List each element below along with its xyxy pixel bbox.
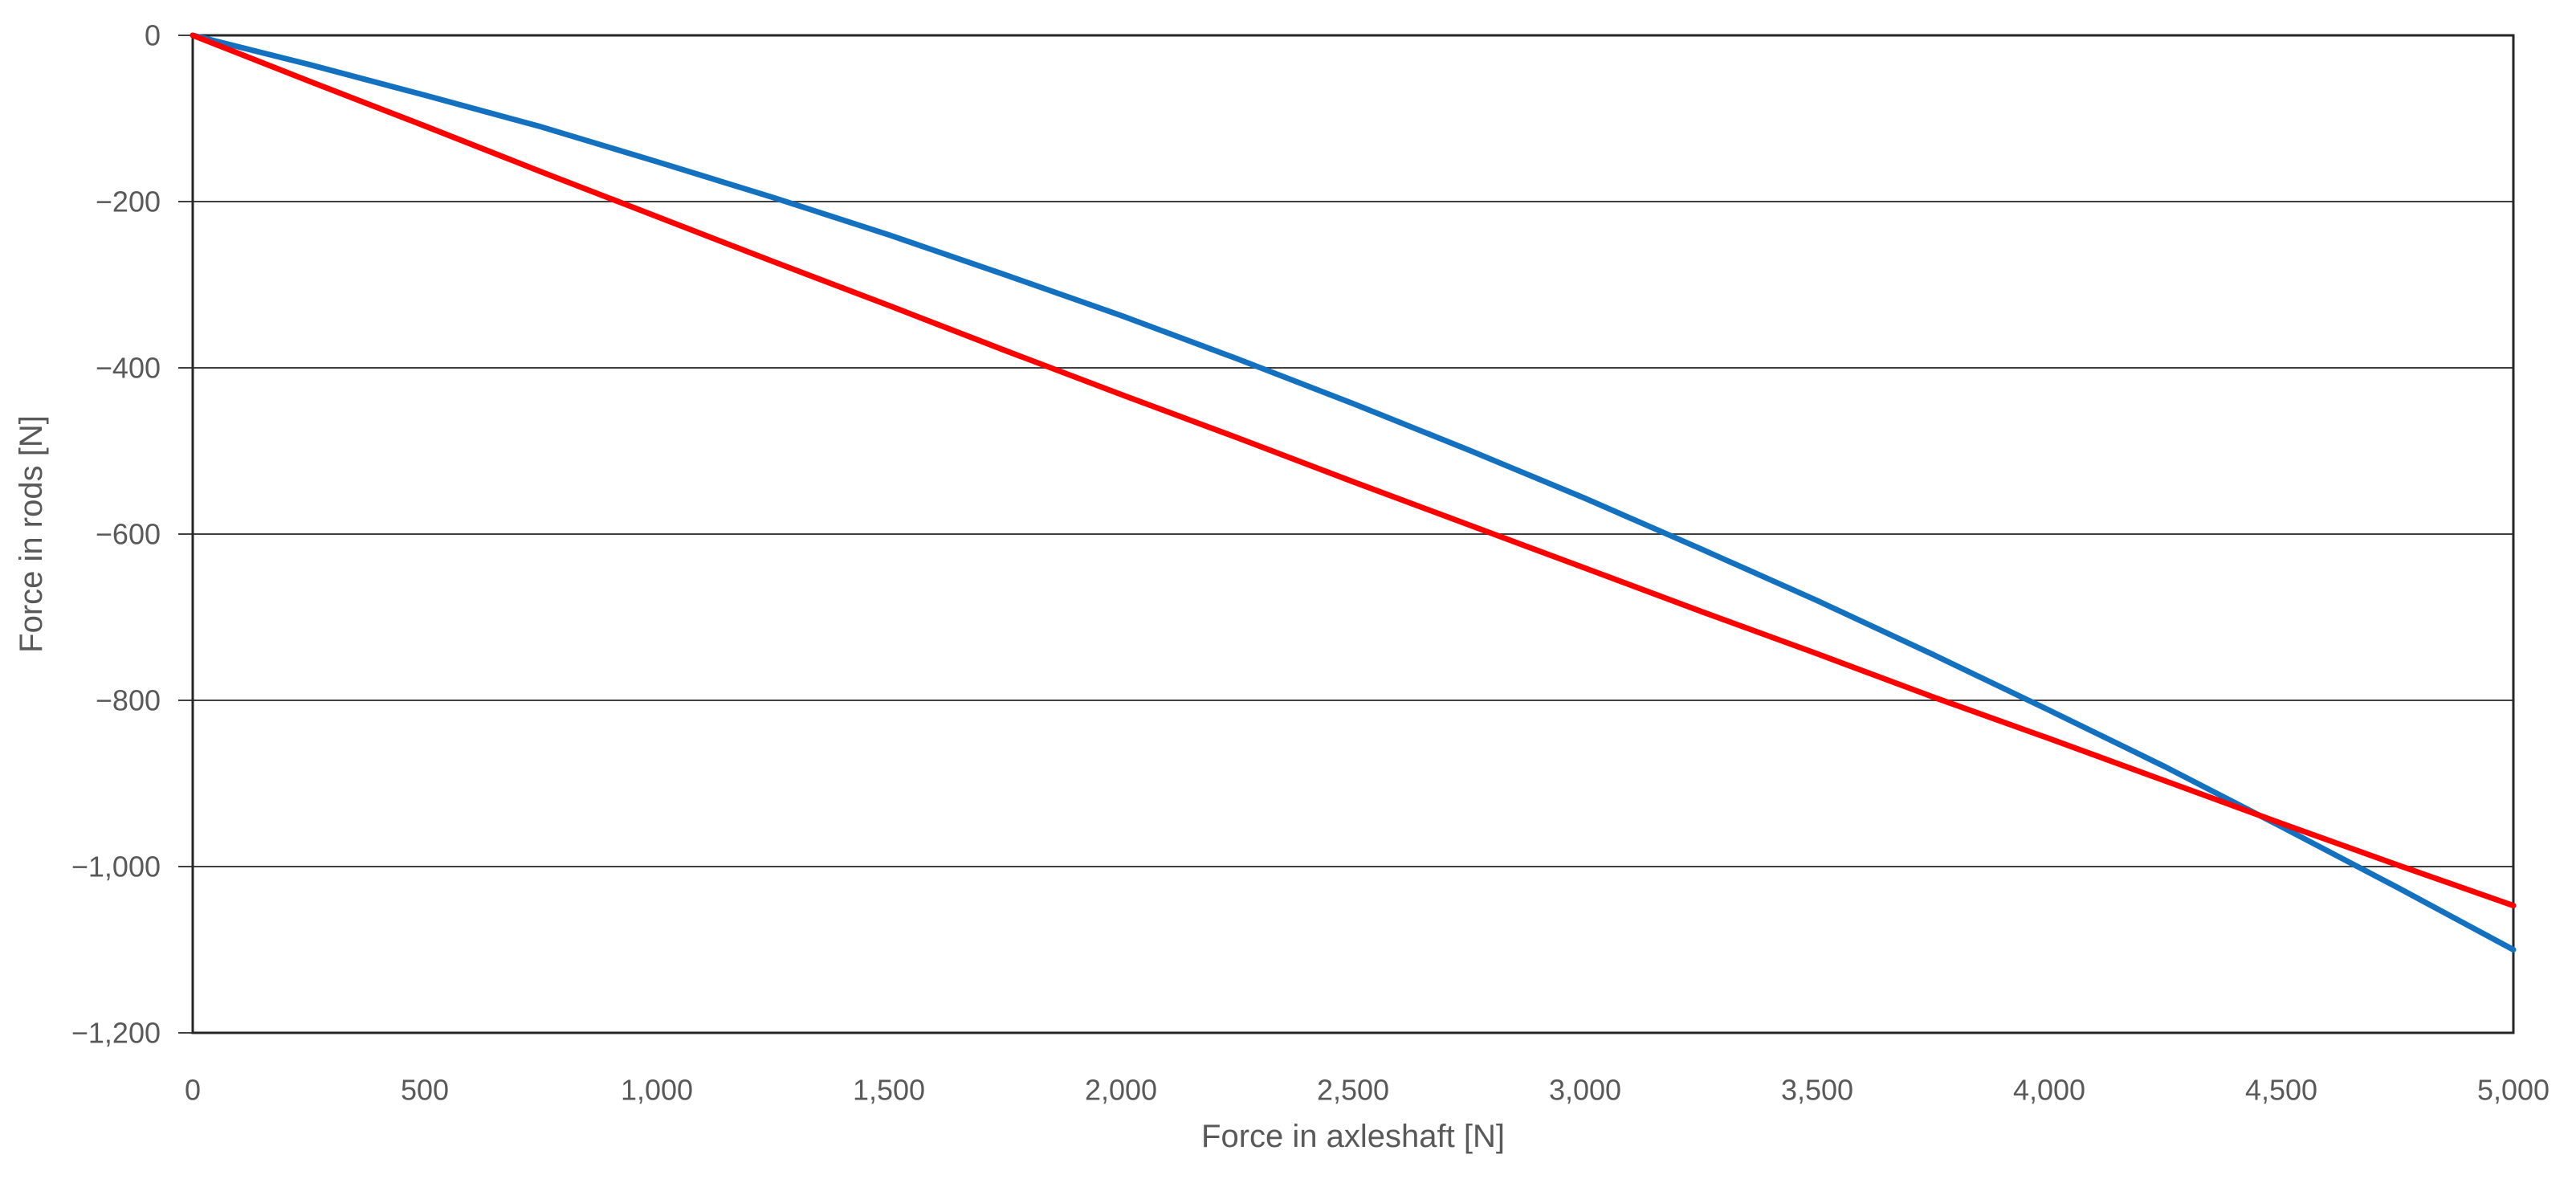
y-tick-label: −1,000 (71, 851, 161, 883)
y-axis-title: Force in rods [N] (14, 415, 49, 653)
x-tick-label: 500 (401, 1074, 449, 1107)
x-axis-tick-labels: 0 500 1,000 1,500 2,000 2,500 3,000 3,500 4,000 4… (185, 1074, 2550, 1107)
x-tick-label: 3,000 (1549, 1074, 1621, 1107)
y-tick-label: 0 (145, 19, 161, 52)
x-tick-label: 0 (185, 1074, 201, 1107)
x-tick-label: 1,500 (853, 1074, 925, 1107)
gridlines (178, 35, 2513, 1034)
blue-series-line (190, 32, 2517, 953)
y-tick-label: −800 (96, 684, 161, 717)
x-tick-label: 4,500 (2245, 1074, 2317, 1107)
plot-border (191, 34, 2515, 1034)
y-tick-label: −400 (96, 352, 161, 385)
x-tick-label: 5,000 (2477, 1074, 2550, 1107)
series-lines (190, 32, 2517, 953)
y-tick-label: −600 (96, 518, 161, 551)
y-axis-tick-labels: 0 −200 −400 −600 −800 −1,000 −1,200 (71, 19, 161, 1050)
x-tick-label: 2,500 (1317, 1074, 1389, 1107)
x-tick-label: 4,000 (2013, 1074, 2085, 1107)
y-tick-label: −1,200 (71, 1017, 161, 1050)
y-tick-label: −200 (96, 186, 161, 218)
red-series-line (190, 32, 2517, 909)
x-tick-label: 2,000 (1085, 1074, 1157, 1107)
x-axis-title: Force in axleshaft [N] (1201, 1119, 1505, 1154)
x-tick-label: 1,000 (621, 1074, 693, 1107)
x-tick-label: 3,500 (1781, 1074, 1853, 1107)
